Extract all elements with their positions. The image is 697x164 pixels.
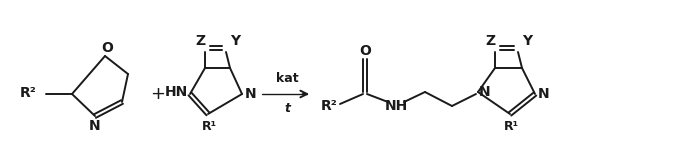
Text: Z: Z [195, 34, 205, 48]
Text: +: + [151, 85, 165, 103]
Text: R¹: R¹ [201, 120, 217, 133]
Text: Y: Y [522, 34, 532, 48]
Text: N: N [538, 87, 550, 101]
Text: N: N [245, 87, 256, 101]
Text: N: N [480, 85, 491, 99]
Text: R¹: R¹ [503, 120, 519, 133]
Text: Z: Z [485, 34, 495, 48]
Text: O: O [101, 41, 113, 55]
Text: N: N [89, 119, 101, 133]
Text: O: O [359, 44, 371, 58]
Text: R²: R² [20, 86, 36, 100]
Text: HN: HN [164, 85, 187, 99]
Text: t: t [284, 102, 290, 114]
Text: kat: kat [276, 72, 298, 84]
Text: Y: Y [230, 34, 240, 48]
Text: R²: R² [321, 99, 338, 113]
Text: NH: NH [384, 99, 408, 113]
